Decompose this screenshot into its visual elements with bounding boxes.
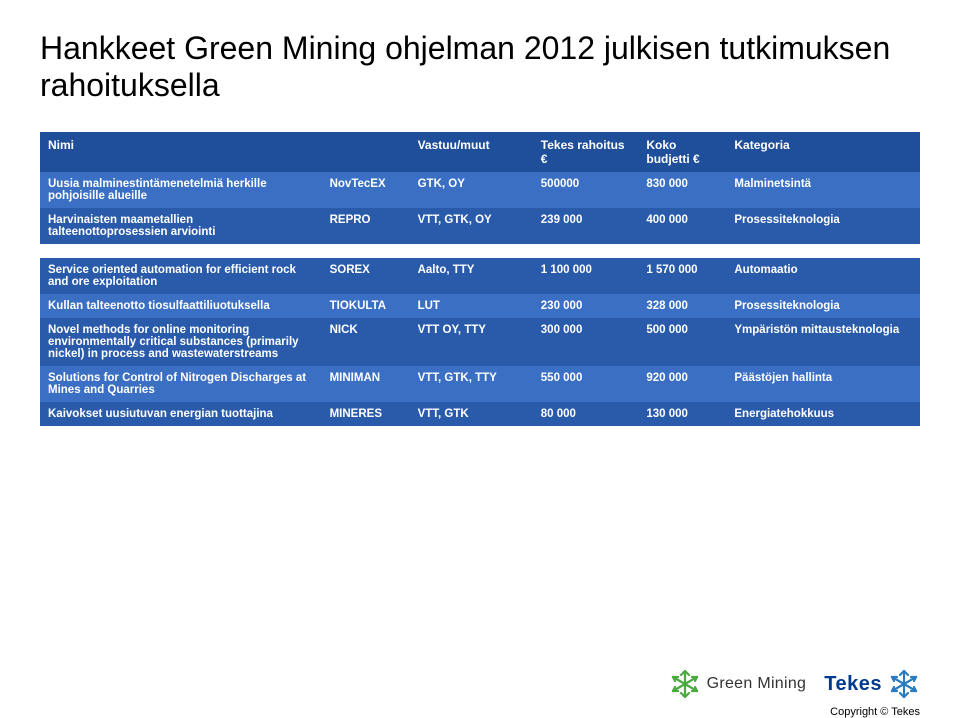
cell-nimi: Novel methods for online monitoring envi… [40, 318, 322, 366]
cell-vastuu: LUT [410, 294, 533, 318]
cell-code: TIOKULTA [322, 294, 410, 318]
table-row: Kullan talteenotto tiosulfaattiliuotukse… [40, 294, 920, 318]
snowflake-icon [888, 668, 920, 700]
projects-table: Nimi Vastuu/muut Tekes rahoitus € Koko b… [40, 132, 920, 426]
cell-kategoria: Ympäristön mittausteknologia [726, 318, 920, 366]
cell-tekes: 1 100 000 [533, 258, 639, 294]
cell-tekes: 239 000 [533, 208, 639, 244]
cell-kategoria: Prosessiteknologia [726, 208, 920, 244]
table-row: Solutions for Control of Nitrogen Discha… [40, 366, 920, 402]
cell-nimi: Uusia malminestintämenetelmiä herkille p… [40, 172, 322, 208]
cell-koko: 1 570 000 [638, 258, 726, 294]
col-header-nimi: Nimi [40, 132, 322, 172]
slide: Hankkeet Green Mining ohjelman 2012 julk… [0, 0, 960, 718]
cell-koko: 328 000 [638, 294, 726, 318]
snowflake-icon [669, 668, 701, 700]
table-spacer [40, 244, 920, 258]
footer: Green Mining Tekes [669, 668, 920, 718]
cell-vastuu: VTT, GTK, OY [410, 208, 533, 244]
cell-code: SOREX [322, 258, 410, 294]
cell-code: NICK [322, 318, 410, 366]
table-header-row: Nimi Vastuu/muut Tekes rahoitus € Koko b… [40, 132, 920, 172]
table-row: Harvinaisten maametallien talteenottopro… [40, 208, 920, 244]
table-row: Kaivokset uusiutuvan energian tuottajina… [40, 402, 920, 426]
cell-vastuu: Aalto, TTY [410, 258, 533, 294]
cell-nimi: Solutions for Control of Nitrogen Discha… [40, 366, 322, 402]
cell-code: REPRO [322, 208, 410, 244]
cell-koko: 500 000 [638, 318, 726, 366]
tekes-label: Tekes [824, 673, 882, 696]
cell-vastuu: VTT, GTK [410, 402, 533, 426]
table-row: Uusia malminestintämenetelmiä herkille p… [40, 172, 920, 208]
cell-nimi: Kullan talteenotto tiosulfaattiliuotukse… [40, 294, 322, 318]
col-header-vastuu: Vastuu/muut [410, 132, 533, 172]
col-header-code [322, 132, 410, 172]
tekes-logo: Tekes [824, 668, 920, 700]
logo-row: Green Mining Tekes [669, 668, 920, 700]
cell-code: NovTecEX [322, 172, 410, 208]
cell-tekes: 500000 [533, 172, 639, 208]
cell-tekes: 300 000 [533, 318, 639, 366]
cell-koko: 920 000 [638, 366, 726, 402]
slide-title: Hankkeet Green Mining ohjelman 2012 julk… [40, 30, 920, 104]
green-mining-label: Green Mining [707, 675, 807, 693]
copyright-text: Copyright © Tekes [669, 706, 920, 718]
table-row: Novel methods for online monitoring envi… [40, 318, 920, 366]
cell-kategoria: Energiatehokkuus [726, 402, 920, 426]
col-header-koko: Koko budjetti € [638, 132, 726, 172]
cell-koko: 830 000 [638, 172, 726, 208]
cell-nimi: Harvinaisten maametallien talteenottopro… [40, 208, 322, 244]
cell-code: MINIMAN [322, 366, 410, 402]
col-header-tekes: Tekes rahoitus € [533, 132, 639, 172]
cell-tekes: 230 000 [533, 294, 639, 318]
cell-nimi: Kaivokset uusiutuvan energian tuottajina [40, 402, 322, 426]
cell-kategoria: Prosessiteknologia [726, 294, 920, 318]
green-mining-logo: Green Mining [669, 668, 807, 700]
cell-kategoria: Malminetsintä [726, 172, 920, 208]
cell-code: MINERES [322, 402, 410, 426]
cell-vastuu: GTK, OY [410, 172, 533, 208]
cell-kategoria: Päästöjen hallinta [726, 366, 920, 402]
cell-nimi: Service oriented automation for efficien… [40, 258, 322, 294]
cell-kategoria: Automaatio [726, 258, 920, 294]
col-header-kategoria: Kategoria [726, 132, 920, 172]
cell-tekes: 550 000 [533, 366, 639, 402]
cell-vastuu: VTT, GTK, TTY [410, 366, 533, 402]
cell-vastuu: VTT OY, TTY [410, 318, 533, 366]
cell-koko: 400 000 [638, 208, 726, 244]
table-row: Service oriented automation for efficien… [40, 258, 920, 294]
cell-tekes: 80 000 [533, 402, 639, 426]
cell-koko: 130 000 [638, 402, 726, 426]
